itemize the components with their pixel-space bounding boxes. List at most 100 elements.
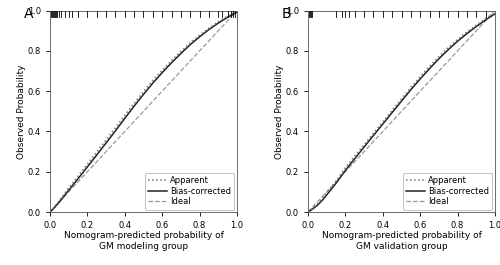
Bias-corrected (224, 16, 230, 19)
Apparent (454, 38, 460, 41)
Bias-corrected (398, 99, 404, 103)
Bias-corrected (196, 35, 202, 38)
Text: B: B (282, 7, 292, 21)
Apparent (342, 166, 348, 169)
Bias-corrected (122, 117, 128, 120)
Apparent (408, 86, 414, 89)
Apparent (436, 55, 442, 58)
Apparent (320, 196, 326, 200)
Line: Apparent: Apparent (308, 13, 495, 212)
Bias-corrected (361, 145, 367, 149)
Bias-corrected (324, 193, 330, 196)
Apparent (187, 41, 193, 45)
Apparent (474, 24, 480, 27)
Bias-corrected (84, 165, 90, 169)
Bias-corrected (159, 71, 165, 74)
Bias-corrected (187, 43, 193, 46)
Bias-corrected (140, 93, 146, 96)
Line: Bias-corrected: Bias-corrected (308, 14, 495, 212)
Line: Apparent: Apparent (50, 11, 237, 212)
Apparent (398, 97, 404, 100)
Apparent (47, 210, 53, 214)
Bias-corrected (464, 32, 470, 35)
Apparent (224, 14, 230, 17)
Bias-corrected (474, 25, 480, 28)
Y-axis label: Observed Probability: Observed Probability (276, 64, 284, 158)
Line: Bias-corrected: Bias-corrected (50, 12, 237, 212)
Apparent (131, 102, 137, 105)
Legend: Apparent, Bias-corrected, Ideal: Apparent, Bias-corrected, Ideal (403, 173, 492, 210)
Bias-corrected (352, 157, 358, 160)
Apparent (84, 162, 90, 166)
Bias-corrected (103, 141, 109, 144)
Apparent (309, 207, 315, 211)
Y-axis label: Observed Probability: Observed Probability (18, 64, 26, 158)
Bias-corrected (94, 153, 100, 157)
Bias-corrected (314, 204, 320, 207)
Bias-corrected (389, 111, 395, 114)
Apparent (426, 65, 432, 68)
Apparent (361, 143, 367, 146)
X-axis label: Nomogram-predicted probability of
GM validation group: Nomogram-predicted probability of GM val… (322, 231, 482, 251)
Apparent (178, 50, 184, 53)
Apparent (370, 131, 376, 135)
Bias-corrected (62, 193, 68, 196)
Apparent (112, 126, 118, 129)
Apparent (94, 151, 100, 154)
Bias-corrected (150, 82, 156, 85)
Apparent (305, 210, 311, 214)
Bias-corrected (168, 61, 174, 64)
Apparent (464, 30, 470, 34)
Apparent (168, 59, 174, 62)
Bias-corrected (178, 52, 184, 55)
Bias-corrected (309, 208, 315, 211)
Apparent (389, 109, 395, 112)
Apparent (324, 191, 330, 195)
Apparent (50, 206, 56, 209)
Apparent (206, 26, 212, 30)
Bias-corrected (66, 189, 71, 192)
Apparent (103, 138, 109, 142)
Legend: Apparent, Bias-corrected, Ideal: Apparent, Bias-corrected, Ideal (145, 173, 234, 210)
Apparent (352, 154, 358, 158)
Bias-corrected (50, 207, 56, 210)
Bias-corrected (47, 210, 53, 214)
Bias-corrected (75, 177, 81, 180)
Bias-corrected (305, 210, 311, 214)
Apparent (482, 17, 488, 20)
Apparent (122, 114, 128, 117)
Apparent (150, 79, 156, 82)
Apparent (75, 175, 81, 178)
Bias-corrected (454, 40, 460, 43)
Apparent (56, 199, 62, 202)
Bias-corrected (446, 48, 452, 51)
Apparent (66, 186, 71, 189)
X-axis label: Nomogram-predicted probability of
GM modeling group: Nomogram-predicted probability of GM mod… (64, 231, 224, 251)
Apparent (196, 34, 202, 37)
Bias-corrected (426, 67, 432, 70)
Apparent (234, 10, 240, 13)
Apparent (492, 11, 498, 14)
Apparent (333, 179, 339, 182)
Bias-corrected (492, 12, 498, 15)
Text: A: A (24, 7, 34, 21)
Apparent (216, 20, 222, 23)
Bias-corrected (436, 57, 442, 60)
Bias-corrected (482, 18, 488, 21)
Bias-corrected (56, 200, 62, 204)
Bias-corrected (112, 129, 118, 132)
Bias-corrected (234, 11, 240, 14)
Bias-corrected (417, 77, 423, 81)
Apparent (62, 191, 68, 195)
Bias-corrected (380, 122, 386, 126)
Bias-corrected (370, 134, 376, 137)
Apparent (159, 69, 165, 72)
Bias-corrected (216, 21, 222, 25)
Bias-corrected (342, 169, 348, 172)
Bias-corrected (131, 104, 137, 108)
Apparent (417, 75, 423, 78)
Bias-corrected (320, 198, 326, 201)
Bias-corrected (206, 28, 212, 31)
Bias-corrected (408, 88, 414, 91)
Apparent (380, 120, 386, 123)
